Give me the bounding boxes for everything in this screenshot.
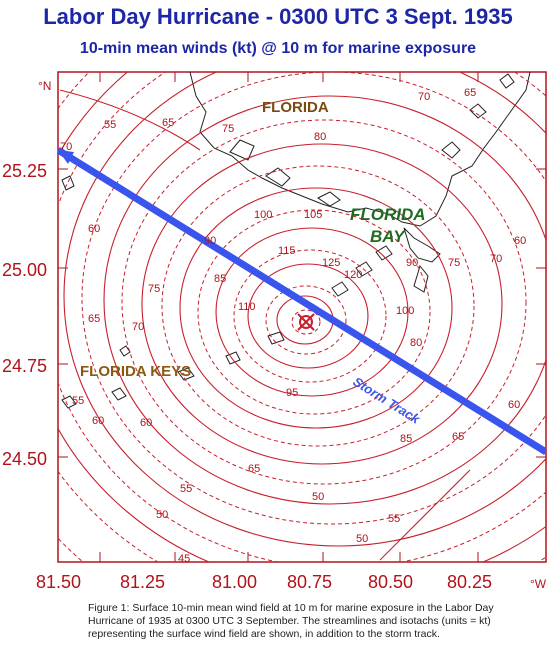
- isotach-label: 80: [410, 337, 422, 349]
- isotach-label: 105: [304, 209, 322, 221]
- isotach-label: 110: [238, 301, 256, 313]
- figure-title: Labor Day Hurricane - 0300 UTC 3 Sept. 1…: [43, 4, 513, 29]
- y-tick-label: 24.75: [2, 356, 47, 376]
- streamlines: [58, 72, 546, 562]
- isotach-label: 75: [148, 283, 160, 295]
- isotach-label: 85: [214, 273, 226, 285]
- figure-caption: Figure 1: Surface 10-min mean wind field…: [88, 602, 494, 640]
- florida-bay-label-line1: FLORIDA: [350, 205, 426, 224]
- isotach-label: 65: [464, 87, 476, 99]
- isotach-label: 115: [278, 245, 296, 257]
- x-tick-label: 80.50: [368, 572, 413, 592]
- isotach-label: 100: [396, 305, 414, 317]
- isotach-label: 90: [406, 257, 418, 269]
- isotach-label: 60: [92, 415, 104, 427]
- storm-center-marker: [297, 313, 315, 331]
- isotach-label: 55: [180, 483, 192, 495]
- isotach-label: 55: [104, 119, 116, 131]
- storm-track-arrowhead: [58, 150, 74, 164]
- isotach-label: 90: [204, 235, 216, 247]
- isotach-label: 60: [508, 399, 520, 411]
- isotach-label: 60: [514, 235, 526, 247]
- isotach-label: 70: [490, 253, 502, 265]
- isotach-label: 65: [452, 431, 464, 443]
- isotach-label: 75: [222, 123, 234, 135]
- isotach-label: 70: [132, 321, 144, 333]
- x-tick-label: 80.25: [447, 572, 492, 592]
- isotach-label: 120: [344, 269, 362, 281]
- latitude-unit: °N: [38, 79, 51, 93]
- isotach-label: 50: [156, 509, 168, 521]
- coastline: [61, 72, 531, 409]
- isotach-label: 75: [448, 257, 460, 269]
- figure-subtitle: 10-min mean winds (kt) @ 10 m for marine…: [79, 40, 477, 57]
- tick-marks: [58, 72, 546, 562]
- isotach-label: 60: [140, 417, 152, 429]
- isotach-label: 45: [178, 553, 190, 565]
- isotach-label: 125: [322, 257, 340, 269]
- isotach-label: 55: [388, 513, 400, 525]
- isotach-label: 55: [72, 395, 84, 407]
- map-frame: [57, 71, 547, 563]
- florida-keys-label: FLORIDA KEYS: [80, 363, 191, 380]
- isotach-labels: 45 50 55 60 65 70 75 80 85 90 95 100 105…: [60, 87, 526, 565]
- isotach-label: 95: [286, 387, 298, 399]
- storm-track-line: [58, 147, 546, 455]
- florida-bay-label-line2: BAY: [370, 227, 406, 246]
- isotach-label: 80: [314, 131, 326, 143]
- x-tick-label: 80.75: [287, 572, 332, 592]
- florida-label: FLORIDA: [262, 99, 329, 116]
- isotach-label: 85: [400, 433, 412, 445]
- isotach-label: 65: [88, 313, 100, 325]
- isotach-label: 60: [88, 223, 100, 235]
- storm-track-label: Storm Track: [350, 374, 423, 427]
- y-tick-label: 25.25: [2, 161, 47, 181]
- isotach-label: 65: [162, 117, 174, 129]
- x-tick-label: 81.25: [120, 572, 165, 592]
- isotach-label: 65: [248, 463, 260, 475]
- x-tick-label: 81.00: [212, 572, 257, 592]
- isotach-label: 70: [60, 141, 72, 153]
- isotach-label: 100: [254, 209, 272, 221]
- y-tick-label: 25.00: [2, 260, 47, 280]
- longitude-unit: °W: [530, 577, 547, 591]
- isotach-label: 50: [312, 491, 324, 503]
- isotach-label: 70: [418, 91, 430, 103]
- x-tick-label: 81.50: [36, 572, 81, 592]
- y-tick-label: 24.50: [2, 449, 47, 469]
- isotach-label: 50: [356, 533, 368, 545]
